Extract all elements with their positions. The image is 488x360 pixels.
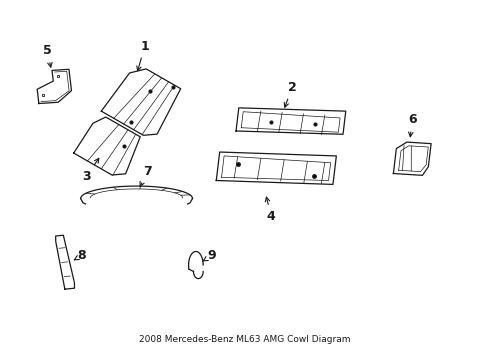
Text: 4: 4 (265, 197, 275, 223)
Text: 6: 6 (407, 113, 416, 137)
Text: 8: 8 (74, 249, 86, 262)
Text: 9: 9 (202, 249, 216, 262)
Text: 2: 2 (284, 81, 296, 107)
Text: 5: 5 (43, 44, 52, 67)
Text: 2008 Mercedes-Benz ML63 AMG Cowl Diagram: 2008 Mercedes-Benz ML63 AMG Cowl Diagram (139, 335, 349, 344)
Text: 1: 1 (137, 40, 149, 71)
Text: 3: 3 (82, 158, 99, 183)
Text: 7: 7 (140, 165, 151, 186)
